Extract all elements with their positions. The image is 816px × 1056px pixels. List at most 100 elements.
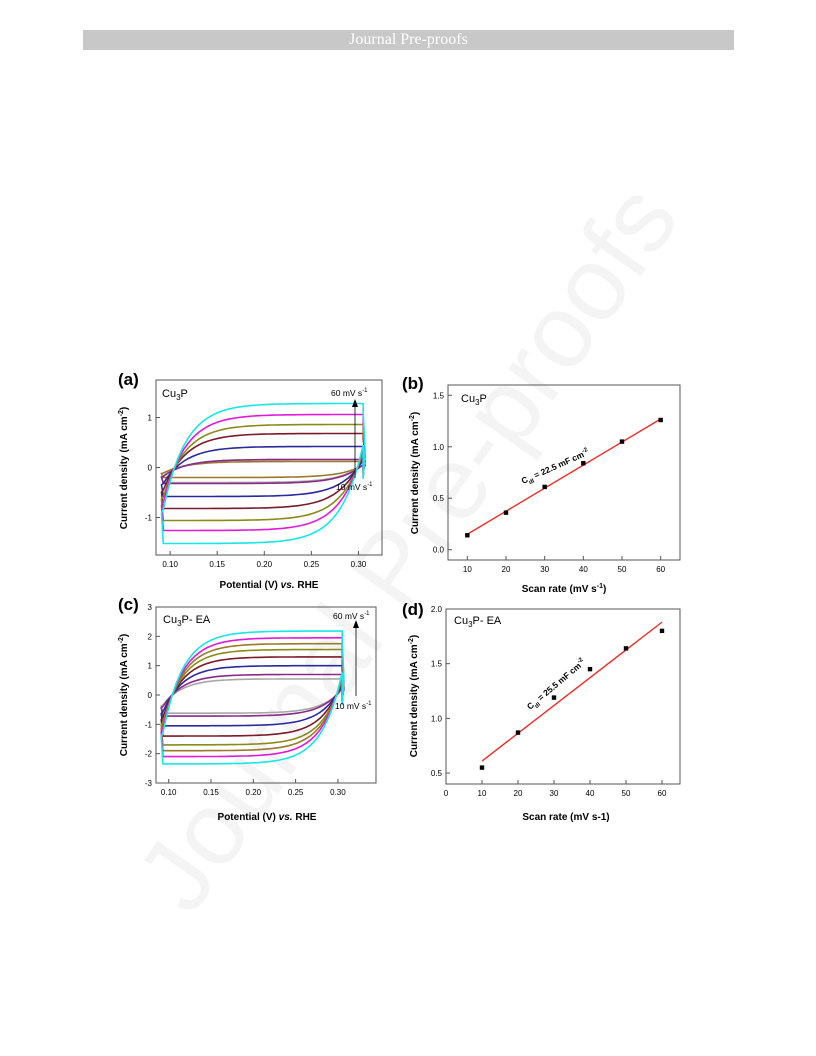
panel-d-plot [479,621,665,770]
panel-d-point [515,730,521,735]
panel-d-ticks: 0 10 20 30 40 50 60 0.5 1.0 1.5 2.0 [431,605,667,798]
panel-b-point [619,439,625,444]
panel-a-annotation-bottom: 10 mV s-1 [336,482,373,492]
panel-c-ytick-label: 3 [148,603,153,612]
panel-a: (a) 0.10 0.15 0.20 0.25 0.30 -1 0 1 Cu3P 60 mV … [112,365,390,600]
panel-c-xtick-label: 0.30 [330,788,346,797]
panel-a-xlabel: Potential (V) vs. RHE [220,580,319,591]
panel-b-ytick-label: 0.5 [433,494,445,503]
panel-d-point [479,765,485,770]
panel-d-xtick-label: 30 [550,789,559,798]
panel-b-fit-line [466,418,662,535]
panel-b-point [581,461,586,466]
panel-c-svg: (c) 0.10 0.15 0.20 0.25 0.30 -3 -2 -1 0 1 2 3 Cu3P-… [118,595,377,823]
panel-c-xtick-label: 0.25 [288,788,304,797]
panel-b-xtick-label: 30 [540,565,549,574]
panel-c-ytick-label: -2 [145,750,153,759]
panel-c-ytick-label: -3 [145,779,153,788]
panel-b-annotation: Cdl = 22.5 mF cm-2 [520,447,592,489]
panel-d-xtick-label: 20 [514,789,523,798]
panel-c-annotation-top: 60 mV s-1 [333,611,370,621]
panel-c-cv-curve-15 [160,673,345,717]
panel-c-curves [160,630,345,765]
panel-b-xtick-label: 10 [463,565,472,574]
panel-a-annotation-top: 60 mV s-1 [331,388,368,398]
panel-d-ytick-label: 1.0 [431,714,443,723]
panel-d: (d) 0 10 20 30 40 50 60 0.5 1.0 1.5 2.0 Cu3P- EA C… [400,588,690,828]
panel-c: (c) 0.10 0.15 0.20 0.25 0.30 -3 -2 -1 0 1 2 3 Cu3P-… [112,588,390,828]
panel-d-point [587,666,593,672]
panel-a-xtick-label: 0.15 [209,560,225,569]
panel-c-letter: (c) [118,595,139,614]
panel-b-xlabel: Scan rate (mV s-1) [522,583,607,595]
panel-c-ticks: 0.10 0.15 0.20 0.25 0.30 -3 -2 -1 0 1 2 3 [145,603,346,797]
panel-b-plot [465,417,663,538]
panel-a-svg: (a) 0.10 0.15 0.20 0.25 0.30 -1 0 1 Cu3P 60 mV … [118,370,383,591]
panel-b-letter: (b) [402,374,424,393]
panel-d-xtick-label: 10 [478,789,487,798]
panel-c-ytick-label: 0 [148,691,153,700]
panel-b-ylabel: Current density (mA cm-2) [409,412,421,535]
panel-a-ytick-label: 1 [148,414,153,423]
panel-d-label: Cu3P- EA [454,615,502,629]
panel-a-arrow-head [352,399,358,407]
panel-a-xtick-label: 0.20 [257,560,273,569]
panel-b-ytick-label: 0.0 [433,546,445,555]
panel-d-fit-line [481,621,663,762]
panel-b-ytick-label: 1.5 [433,391,445,400]
panel-a-cv-curve-25 [160,445,366,498]
panel-d-xtick-label: 60 [658,789,667,798]
panel-b-point [542,484,547,490]
panel-c-xtick-label: 0.10 [161,788,177,797]
panel-d-point [659,628,665,634]
panel-b-point [465,533,470,538]
panel-a-label: Cu3P [162,388,188,402]
panel-c-ytick-label: 1 [148,662,153,671]
panel-c-label: Cu3P- EA [163,614,211,628]
panel-d-frame [445,608,681,785]
panel-b-label: Cu3P [461,393,487,407]
panel-b-svg: (b) 10 20 30 40 50 60 0.0 0.5 1.0 1.5 Cu3P Cdl = … [402,374,681,595]
panel-c-ytick-label: -1 [145,720,153,729]
panel-d-point [623,646,629,651]
panel-b-xtick-label: 20 [502,565,511,574]
panel-d-xtick-label: 50 [622,789,631,798]
panel-a-xtick-label: 0.25 [304,560,320,569]
panel-a-xtick-label: 0.10 [162,560,178,569]
panel-b-ytick-label: 1.0 [433,443,445,452]
panel-a-letter: (a) [118,370,139,389]
panel-d-xlabel: Scan rate (mV s-1) [522,812,609,823]
panel-a-ticks: 0.10 0.15 0.20 0.25 0.30 -1 0 1 [145,414,367,570]
panel-a-xtick-label: 0.30 [351,560,367,569]
panel-d-point [551,695,557,700]
panel-c-xtick-label: 0.15 [203,788,219,797]
panel-c-annotation-bottom: 10 mV s-1 [335,701,372,711]
panel-d-ytick-label: 2.0 [431,605,443,614]
panel-b-frame [447,384,681,561]
panel-a-ytick-label: 0 [148,464,153,473]
panel-a-ytick-label: -1 [145,514,153,523]
panel-c-ylabel: Current density (mA cm-2) [118,634,130,757]
panel-c-ytick-label: 2 [148,632,153,641]
panel-d-svg: (d) 0 10 20 30 40 50 60 0.5 1.0 1.5 2.0 Cu3P- EA C… [402,600,681,823]
panel-c-xlabel: Potential (V) vs. RHE [218,812,317,823]
panel-b-point [503,510,509,515]
panel-a-cv-curve-60 [160,402,366,545]
panel-b-xtick-label: 50 [618,565,627,574]
panel-d-xtick-label: 40 [586,789,595,798]
panel-b-xtick-label: 40 [579,565,588,574]
panel-c-xtick-label: 0.20 [246,788,262,797]
panel-d-ytick-label: 0.5 [431,769,443,778]
panel-d-xtick-label: 0 [444,789,449,798]
panel-b: (b) 10 20 30 40 50 60 0.0 0.5 1.0 1.5 Cu3P Cdl = … [400,365,690,600]
panel-d-ylabel: Current density (mA cm-2) [408,635,420,758]
panel-d-letter: (d) [402,600,424,619]
panel-b-xtick-label: 60 [656,565,665,574]
panel-a-ylabel: Current density (mA cm-2) [118,407,130,530]
panel-a-cv-curve-20 [160,458,366,485]
panel-b-ticks: 10 20 30 40 50 60 0.0 0.5 1.0 1.5 [433,391,666,574]
panel-c-arrow-head [353,620,359,628]
panel-d-ytick-label: 1.5 [431,660,443,669]
panel-a-curves [160,402,366,545]
journal-banner: Journal Pre-proofs [83,30,734,50]
